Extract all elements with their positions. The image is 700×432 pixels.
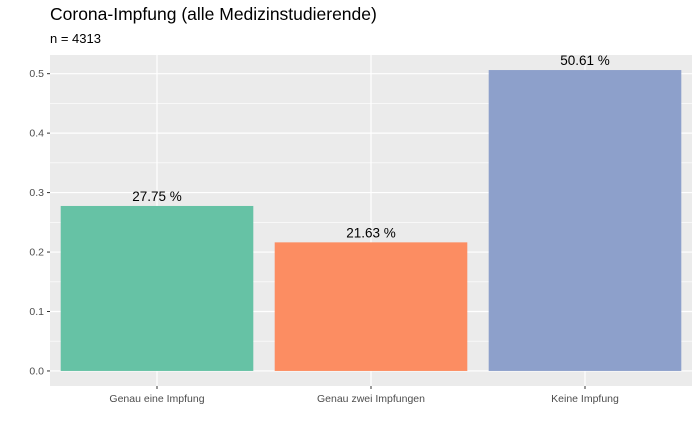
- y-tick-label: 0.0: [29, 365, 44, 377]
- bar: [60, 205, 254, 371]
- chart-title: Corona-Impfung (alle Medizinstudierende): [50, 4, 377, 24]
- bar: [274, 242, 468, 371]
- y-tick-label: 0.1: [29, 306, 44, 318]
- y-tick-label: 0.2: [29, 247, 44, 259]
- data-label: 27.75 %: [132, 189, 182, 204]
- y-tick-label: 0.5: [29, 68, 44, 80]
- x-tick-label: Genau eine Impfung: [109, 393, 204, 405]
- data-label: 21.63 %: [346, 225, 396, 240]
- chart-subtitle: n = 4313: [50, 31, 101, 46]
- bar: [488, 70, 682, 371]
- y-tick-label: 0.3: [29, 187, 44, 199]
- y-tick-label: 0.4: [29, 128, 44, 140]
- data-label: 50.61 %: [560, 53, 610, 68]
- x-tick-label: Genau zwei Impfungen: [317, 393, 425, 405]
- x-tick-label: Keine Impfung: [551, 393, 619, 405]
